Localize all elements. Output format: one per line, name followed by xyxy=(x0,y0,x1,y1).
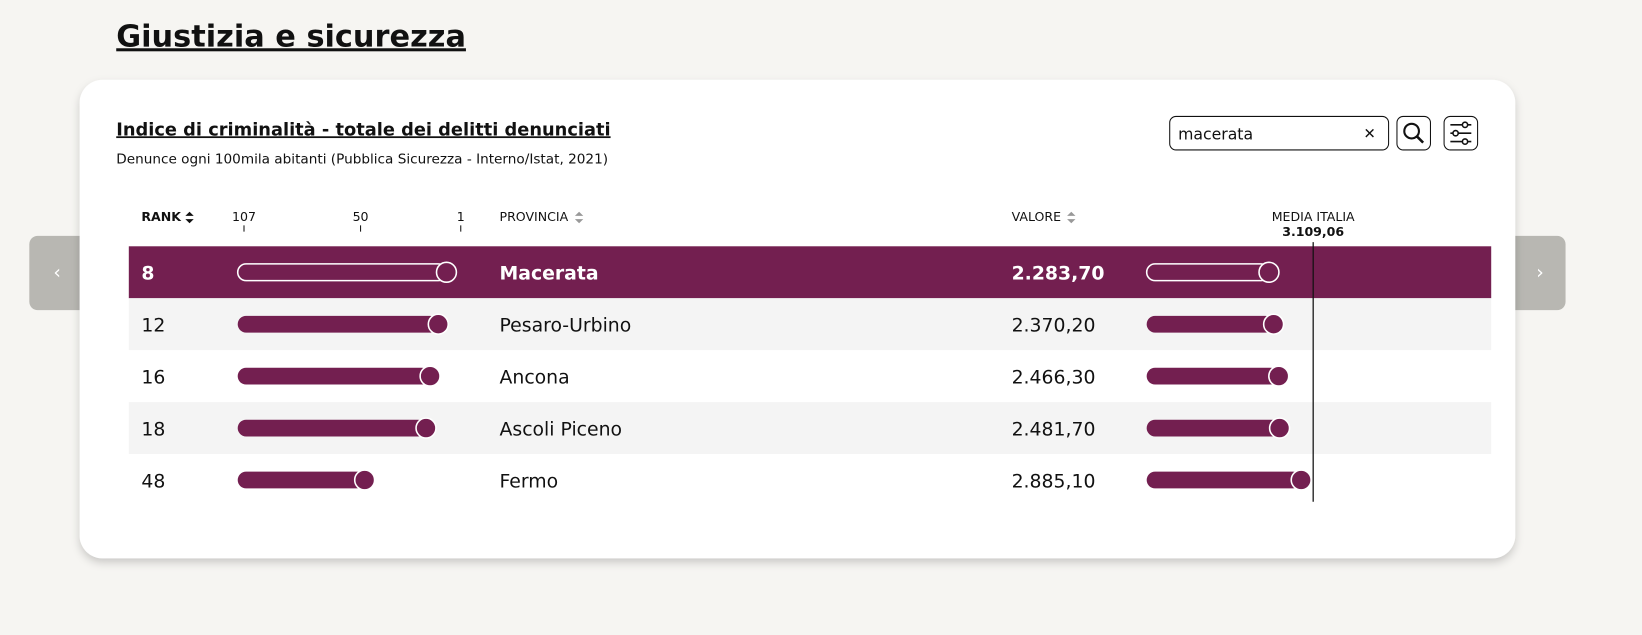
search-icon[interactable] xyxy=(1403,122,1420,140)
rank-cell: 16 xyxy=(141,367,165,388)
valore-cell: 2.370,20 xyxy=(1012,316,1096,337)
prev-icon[interactable]: ‹ xyxy=(53,263,61,284)
valore-bar xyxy=(1145,263,1270,282)
rank-cell: 18 xyxy=(141,419,165,440)
valore-cell: 2.283,70 xyxy=(1012,264,1105,285)
provincia-cell: Pesaro-Urbino xyxy=(500,316,632,337)
rank-tick-label: 107 xyxy=(232,209,256,224)
search-input[interactable] xyxy=(1169,115,1390,151)
valore-bar xyxy=(1146,367,1279,385)
provincia-cell: Ascoli Piceno xyxy=(500,419,623,440)
next-icon[interactable]: › xyxy=(1536,263,1544,284)
valore-bar xyxy=(1146,417,1291,439)
valore-header[interactable]: VALORE xyxy=(1012,209,1061,224)
filter-icon[interactable] xyxy=(1450,121,1472,145)
rank-bar xyxy=(237,313,450,335)
rank-bar xyxy=(237,367,431,385)
sort-icon[interactable] xyxy=(1067,211,1076,224)
rank-cell: 12 xyxy=(141,316,165,337)
rank-bar xyxy=(419,365,441,387)
search-icon[interactable] xyxy=(1415,135,1425,144)
provincia-cell: Fermo xyxy=(500,471,559,492)
rank-bar xyxy=(415,417,437,439)
valore-cell: 2.466,30 xyxy=(1012,367,1096,388)
valore-bar xyxy=(1145,261,1280,283)
valore-bar xyxy=(1146,419,1280,437)
clear-icon[interactable]: ✕ xyxy=(1363,125,1375,142)
rank-bar xyxy=(435,261,458,283)
rank-cell: 48 xyxy=(141,471,165,492)
sort-icon[interactable] xyxy=(185,211,194,224)
valore-bar xyxy=(1146,313,1285,335)
rank-cell: 8 xyxy=(141,264,154,285)
rank-bar xyxy=(353,469,376,491)
page-title: Giustizia e sicurezza xyxy=(116,19,466,54)
valore-bar xyxy=(1146,469,1312,491)
rank-tick-label: 50 xyxy=(353,209,369,224)
rank-bar xyxy=(236,261,458,283)
valore-bar xyxy=(1146,471,1302,489)
provincia-cell: Ancona xyxy=(500,367,570,388)
provincia-header[interactable]: PROVINCIA xyxy=(500,209,569,224)
valore-cell: 2.885,10 xyxy=(1012,471,1096,492)
rank-bar xyxy=(237,469,376,491)
valore-bar xyxy=(1146,315,1274,333)
rank-tick-label: 1 xyxy=(457,209,465,224)
valore-bar xyxy=(1258,261,1280,283)
sort-icon[interactable] xyxy=(574,211,584,224)
media-value: 3.109,06 xyxy=(1282,224,1344,239)
rank-bar xyxy=(237,471,365,489)
rank-bar xyxy=(236,263,448,282)
rank-header[interactable]: RANK xyxy=(141,209,182,224)
rank-bar xyxy=(427,313,450,335)
valore-bar xyxy=(1262,313,1285,335)
card-subtitle: Denunce ogni 100mila abitanti (Pubblica … xyxy=(116,152,608,168)
search-button[interactable] xyxy=(1396,115,1431,151)
media-header: MEDIA ITALIA xyxy=(1272,209,1355,224)
valore-bar xyxy=(1268,417,1291,439)
rank-bar xyxy=(237,315,439,333)
provincia-cell: Macerata xyxy=(500,264,599,285)
card-title: Indice di criminalità - totale dei delit… xyxy=(116,119,610,140)
valore-bar xyxy=(1268,365,1290,387)
rank-bar xyxy=(237,365,441,387)
rank-bar xyxy=(237,417,437,439)
valore-cell: 2.481,70 xyxy=(1012,419,1096,440)
valore-bar xyxy=(1146,365,1290,387)
valore-bar xyxy=(1290,469,1312,491)
rank-bar xyxy=(237,419,427,437)
search-text[interactable]: macerata xyxy=(1178,124,1253,143)
